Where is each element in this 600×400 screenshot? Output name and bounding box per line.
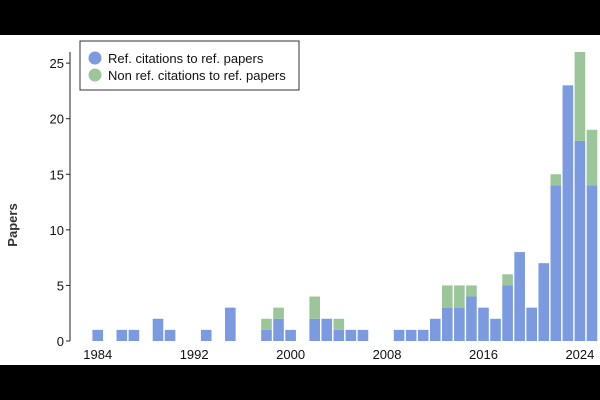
bar-nonref-2013 — [442, 285, 453, 308]
bar-ref-2003 — [321, 318, 333, 341]
bar-ref-1998 — [261, 329, 272, 341]
bar-ref-2020 — [526, 307, 537, 341]
x-tick-label-2008: 2008 — [373, 347, 402, 362]
y-tick-label-15: 15 — [50, 167, 64, 182]
legend-box — [79, 40, 300, 91]
bar-ref-2011 — [417, 329, 429, 341]
bar-ref-2025 — [586, 185, 598, 341]
y-tick-label-0: 0 — [57, 334, 64, 349]
y-axis-label: Papers — [5, 203, 20, 246]
bar-ref-2019 — [514, 252, 525, 341]
bar-ref-1984 — [92, 329, 104, 341]
bar-nonref-2024 — [574, 52, 586, 141]
bars-group — [92, 52, 598, 341]
bar-ref-1999 — [273, 318, 284, 341]
bar-ref-2013 — [442, 307, 453, 341]
bar-ref-1989 — [152, 318, 164, 341]
bar-nonref-2004 — [333, 318, 345, 330]
bar-ref-2023 — [562, 85, 574, 341]
bar-nonref-2002 — [309, 296, 321, 319]
bar-nonref-2014 — [454, 285, 465, 308]
bar-ref-2021 — [538, 263, 550, 341]
bar-ref-2006 — [357, 329, 369, 341]
bar-nonref-1998 — [261, 318, 272, 330]
legend: Ref. citations to ref. papers Non ref. c… — [79, 40, 300, 91]
bar-ref-2004 — [333, 329, 345, 341]
bar-ref-2017 — [490, 318, 501, 341]
chart-canvas: 0 5 10 15 20 25 1984 1992 2000 2008 2016 2024 Pape… — [0, 35, 600, 365]
x-tick-label-2016: 2016 — [469, 347, 498, 362]
legend-swatch-ref-citations — [88, 51, 102, 65]
bar-ref-2002 — [309, 318, 321, 341]
bar-ref-2005 — [345, 329, 357, 341]
bar-ref-2022 — [550, 185, 562, 341]
y-tick-label-10: 10 — [50, 223, 64, 238]
bar-ref-1987 — [128, 329, 140, 341]
y-tick-label-25: 25 — [50, 56, 64, 71]
x-tick-label-1992: 1992 — [180, 347, 209, 362]
bar-nonref-1999 — [273, 307, 284, 319]
bar-ref-2000 — [285, 329, 296, 341]
bar-nonref-2025 — [586, 129, 598, 186]
bar-ref-2010 — [405, 329, 417, 341]
bar-ref-2012 — [429, 318, 441, 341]
bar-nonref-2015 — [466, 285, 477, 297]
legend-label-ref-citations: Ref. citations to ref. papers — [108, 51, 264, 66]
bar-ref-1995 — [225, 307, 236, 341]
x-tick-label-2000: 2000 — [276, 347, 305, 362]
bar-ref-2014 — [454, 307, 465, 341]
y-tick-label-5: 5 — [57, 278, 64, 293]
x-ticks-group: 1984 1992 2000 2008 2016 2024 — [83, 347, 594, 362]
bar-ref-2024 — [574, 140, 586, 341]
x-tick-label-1984: 1984 — [83, 347, 112, 362]
x-tick-label-2024: 2024 — [565, 347, 594, 362]
bar-ref-2016 — [478, 307, 489, 341]
legend-label-non-ref-citations: Non ref. citations to ref. papers — [108, 68, 286, 83]
y-tick-label-20: 20 — [50, 112, 64, 127]
stacked-bar-chart: 0 5 10 15 20 25 1984 1992 2000 2008 2016 2024 Pape… — [5, 40, 598, 362]
bar-ref-2015 — [466, 296, 477, 341]
bar-ref-1990 — [164, 329, 176, 341]
legend-swatch-non-ref-citations — [88, 68, 102, 82]
bar-nonref-2018 — [502, 274, 513, 286]
y-ticks-group: 0 5 10 15 20 25 — [50, 56, 70, 349]
bar-ref-2018 — [502, 285, 513, 341]
bar-ref-2009 — [393, 329, 405, 341]
bar-ref-1993 — [200, 329, 212, 341]
bar-nonref-2022 — [550, 174, 562, 186]
bar-ref-1986 — [116, 329, 128, 341]
